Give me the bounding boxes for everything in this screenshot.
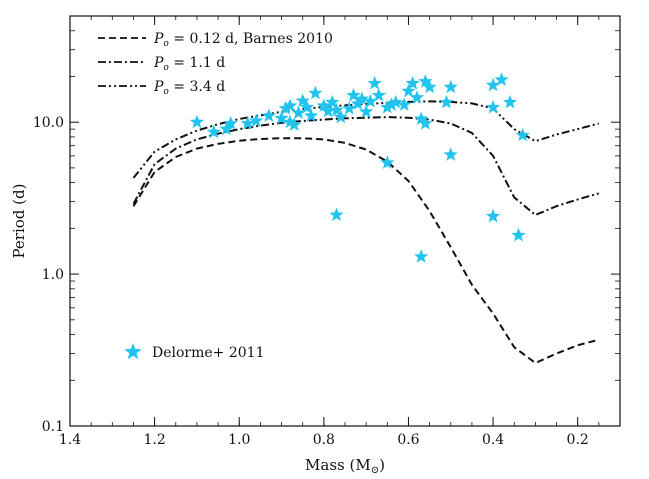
data-star (342, 101, 357, 115)
data-star (485, 100, 501, 114)
legend-label: Po = 1.1 d (153, 55, 225, 73)
x-tick-label: 0.6 (397, 432, 419, 448)
axis-ticks (69, 15, 621, 427)
legend-label: Po = 0.12 d, Barnes 2010 (153, 31, 333, 49)
data-star (485, 77, 501, 92)
legend-star-marker (124, 343, 142, 360)
data-star (346, 87, 361, 102)
legend-label-symbol: P (153, 31, 164, 47)
data-star (384, 97, 399, 111)
data-star (409, 90, 425, 104)
data-star (418, 74, 433, 88)
data-star (316, 98, 331, 112)
legend-label-symbol: P (153, 79, 164, 95)
data-star (363, 93, 378, 108)
x-tick-label: 0.8 (313, 432, 335, 448)
model-curves (132, 100, 600, 365)
data-star (485, 208, 501, 223)
data-star (367, 75, 382, 90)
data-star (261, 108, 276, 122)
data-star (329, 102, 344, 117)
x-tick-label: 1.2 (143, 432, 165, 448)
data-star (443, 147, 458, 161)
data-star (206, 124, 221, 139)
data-star (354, 91, 370, 106)
x-tick-label: 0.2 (567, 432, 589, 448)
curve-dashed (132, 137, 600, 365)
legend-label-text: = 1.1 d (169, 55, 225, 71)
data-star (405, 75, 420, 90)
data-star (515, 127, 530, 142)
legend-label-symbol: P (153, 55, 164, 71)
data-star (240, 116, 255, 130)
data-star (502, 94, 518, 109)
data-star (511, 227, 526, 242)
data-star (249, 113, 264, 127)
x-axis-label-sub: ⊙ (371, 465, 379, 476)
data-star (380, 155, 395, 169)
data-star (414, 249, 429, 263)
data-stars (189, 72, 530, 263)
x-tick-label: 1.0 (228, 432, 250, 448)
data-star (333, 109, 348, 124)
y-tick-label: 1.0 (42, 267, 64, 283)
data-star (282, 114, 298, 129)
data-star (350, 96, 365, 110)
tick-labels: 1.4 1.2 1.0 0.8 0.6 0.4 0.2 0.1 1.0 10.0 (33, 115, 589, 448)
x-axis-label-main: Mass (M (305, 456, 371, 474)
data-star (282, 98, 298, 112)
legend-label-subscript: o (163, 63, 169, 73)
data-star (388, 94, 403, 109)
data-star (219, 121, 234, 136)
data-star (223, 116, 238, 130)
data-star (329, 207, 344, 221)
data-star (401, 83, 416, 98)
y-axis-label: Period (d) (10, 184, 28, 259)
plot-frame (69, 15, 621, 427)
data-star (380, 100, 395, 114)
data-star (439, 94, 454, 109)
data-star (189, 114, 205, 129)
curve-dashdotdot (132, 100, 600, 179)
data-star (414, 111, 429, 125)
data-star (359, 104, 374, 118)
legend-label: Po = 3.4 d (153, 79, 225, 97)
data-star (494, 72, 509, 86)
data-star (443, 79, 458, 94)
data-star (304, 108, 319, 122)
data-star (295, 93, 310, 107)
data-star (291, 105, 306, 119)
data-star (422, 79, 437, 94)
data-star (325, 94, 340, 109)
y-tick-label: 10.0 (33, 115, 64, 131)
legend-label-text: = 3.4 d (169, 79, 225, 95)
data-star (320, 103, 336, 118)
data-star (278, 101, 293, 115)
x-tick-label: 1.4 (59, 432, 81, 448)
data-star (299, 100, 315, 114)
legend-star-label: Delorme+ 2011 (152, 345, 264, 361)
x-axis-label: Mass (M⊙) (305, 456, 385, 476)
x-axis-label-close: ) (379, 456, 385, 474)
legend-label-subscript: o (163, 87, 169, 97)
data-star (274, 110, 289, 125)
data-star (308, 85, 323, 100)
x-tick-label: 0.4 (482, 432, 504, 448)
data-star (287, 117, 302, 131)
curve-dashdot (132, 116, 600, 217)
data-star (397, 97, 412, 111)
legend-label-subscript: o (163, 39, 169, 49)
legend-label-text: = 0.12 d, Barnes 2010 (169, 31, 333, 47)
y-tick-label: 0.1 (42, 419, 64, 435)
data-star (371, 87, 386, 102)
data-star (418, 116, 433, 130)
